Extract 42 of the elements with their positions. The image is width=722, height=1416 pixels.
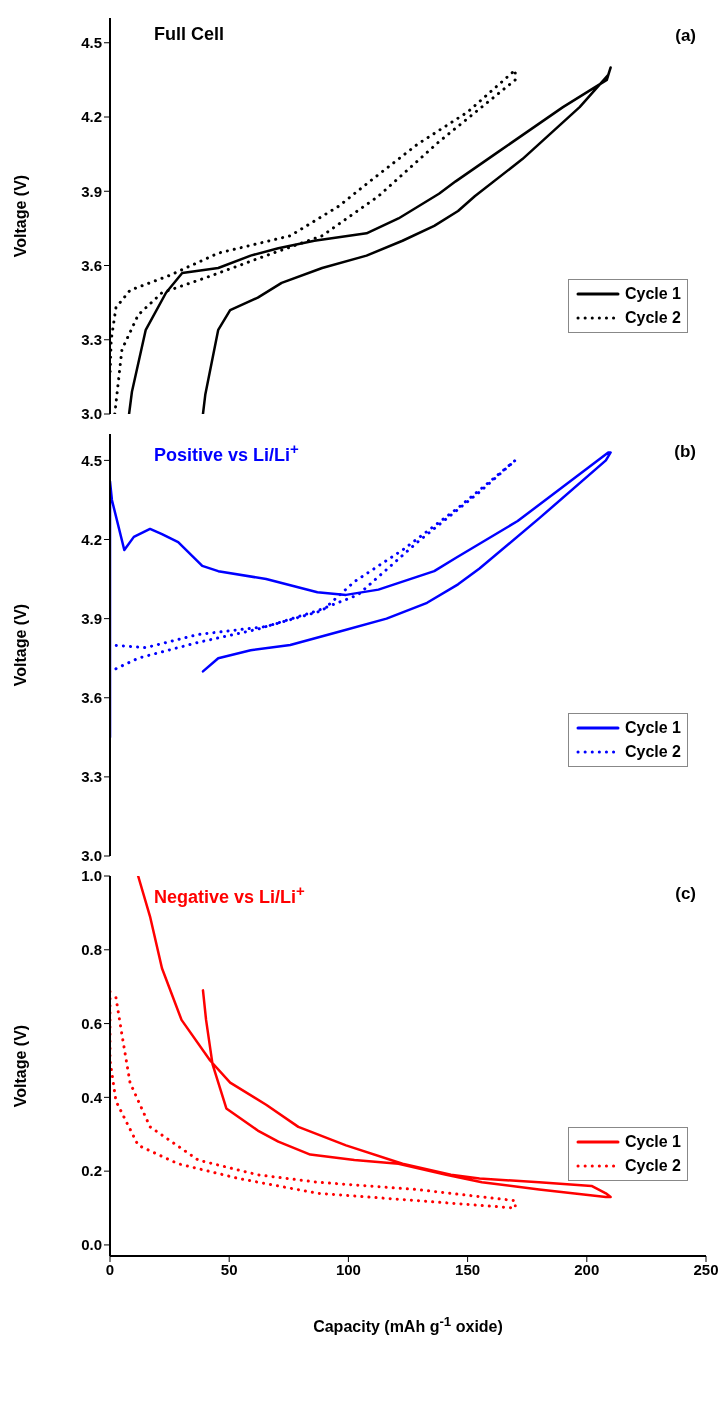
y-axis-title: Voltage (V) (11, 603, 29, 687)
line-series (110, 988, 517, 1210)
legend-label: Cycle 1 (624, 1132, 681, 1151)
y-tick-label: 3.0 (81, 405, 102, 423)
y-tick-label: 0.4 (81, 1088, 103, 1106)
y-tick-label: 4.2 (81, 108, 102, 126)
text: Negative vs Li/Li$^{+}$ (154, 882, 305, 908)
x-tick-label: 150 (455, 1260, 481, 1278)
y-tick-label: 3.3 (81, 331, 102, 349)
chart-title: Full Cell (154, 24, 225, 45)
y-tick-label: 1.0 (81, 867, 102, 885)
line-series (136, 876, 612, 1199)
y-axis-title: Voltage (V) (11, 174, 29, 258)
legend-label: Cycle 1 (624, 285, 681, 304)
y-tick-label: 0.0 (81, 1236, 102, 1254)
annotation: (c) (675, 884, 696, 904)
x-tick-label: 250 (693, 1260, 719, 1278)
x-axis-title: Capacity (mAh g$^{-1}$ oxide) (312, 1314, 504, 1337)
x-tick-label: 0 (105, 1260, 115, 1278)
y-tick-label: 4.5 (81, 451, 102, 469)
legend-label: Cycle 1 (624, 718, 681, 737)
y-tick-label: 3.9 (81, 182, 102, 200)
y-axis-title: Voltage (V) (11, 1024, 29, 1108)
annotation: (b) (674, 442, 696, 462)
y-tick-label: 3.9 (81, 609, 102, 627)
x-tick-label: 100 (335, 1260, 361, 1278)
x-tick-label: 50 (220, 1260, 238, 1278)
y-tick-label: 0.2 (81, 1162, 102, 1180)
text: Positive vs Li/Li$^{+}$ (154, 440, 299, 466)
y-tick-label: 3.6 (81, 689, 102, 707)
y-tick-label: 3.0 (81, 847, 102, 865)
legend-label: Cycle 2 (624, 309, 681, 328)
y-tick-label: 3.3 (81, 768, 102, 786)
legend-label: Cycle 2 (624, 742, 681, 761)
x-tick-label: 200 (574, 1260, 600, 1278)
annotation: (a) (675, 26, 696, 46)
y-tick-label: 0.8 (81, 941, 102, 959)
y-tick-label: 4.5 (81, 34, 102, 52)
legend-label: Cycle 2 (624, 1156, 681, 1175)
y-tick-label: 3.6 (81, 256, 102, 274)
y-tick-label: 4.2 (81, 530, 102, 548)
y-tick-label: 0.6 (81, 1014, 102, 1032)
